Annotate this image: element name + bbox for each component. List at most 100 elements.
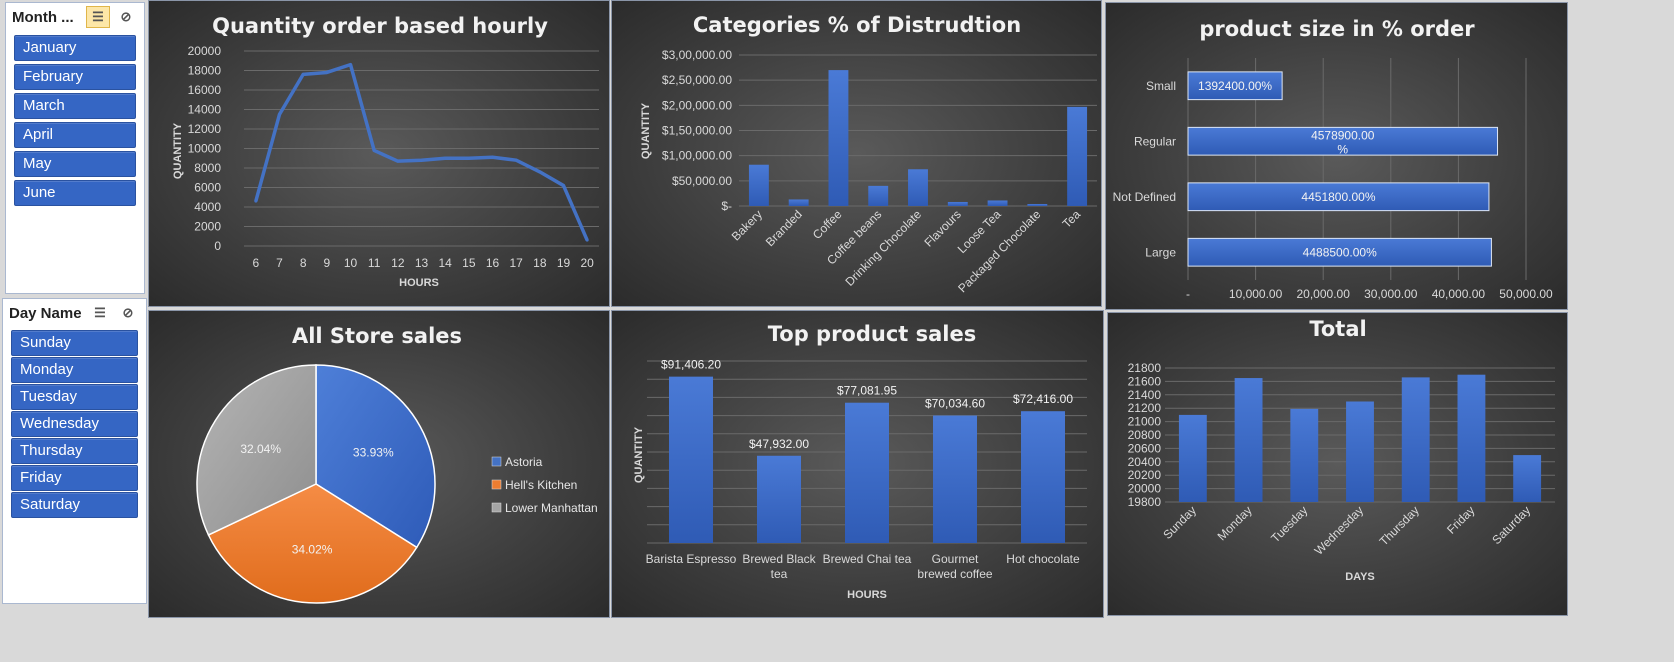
categories-bar-chart: Categories % of Distrudtion $- $50,000.00 $… [640,13,1097,295]
data-point [491,155,494,159]
x-tick-label: Tea [1060,207,1084,231]
y-tick-label: 20600 [1128,441,1162,455]
data-label: $77,081.95 [837,384,897,398]
legend-swatch [491,479,502,490]
multi-select-icon[interactable]: ☰ [94,305,106,320]
y-tick-label: $- [721,199,732,213]
y-tick-label: 8000 [194,161,221,175]
size-chart-panel[interactable]: product size in % order - 10,000.00 20,000.… [1105,2,1568,310]
slicer-item-friday[interactable]: Friday [11,465,138,491]
slicer-item-wednesday[interactable]: Wednesday [11,411,138,437]
legend-label: Astoria [505,455,543,469]
x-tick-label: 12 [391,256,405,270]
x-tick-label: Coffee [810,207,845,242]
x-tick-label: 50,000.00 [1499,287,1553,301]
slicer-item-february[interactable]: February [14,64,136,90]
product-bar [757,455,801,543]
x-tick-label: 9 [323,256,330,270]
pie-slice [207,483,418,604]
data-label: 32.04% [240,442,281,456]
data-point [301,72,305,76]
slicer-item-sunday[interactable]: Sunday [11,330,138,356]
data-point [443,156,447,160]
slicer-item-june[interactable]: June [14,180,136,206]
x-tick-label: Barista Espresso [646,552,737,566]
slicer-item-monday[interactable]: Monday [11,357,138,383]
x-tick-label: Tuesday [1268,503,1310,545]
hourly-chart-panel[interactable]: Quantity order based hourly 0 2000 4000 6000… [148,0,610,307]
clear-filter-icon[interactable]: ⊘ [120,9,132,24]
categories-chart-panel[interactable]: Categories % of Distrudtion $- $50,000.00 $… [611,0,1102,307]
x-tick-label: Monday [1215,503,1255,543]
clear-filter-icon[interactable]: ⊘ [122,305,134,320]
x-tick-label: Wednesday [1312,503,1367,558]
y-tick-label: 0 [214,239,221,253]
legend-label: Hell's Kitchen [505,478,577,492]
data-label: 4488500.00% [1303,245,1377,259]
category-bar [828,70,849,206]
stores-pie-chart: All Store sales 33.93% 34.02% 32.04% Astoria… [196,324,598,604]
slicer-item-may[interactable]: May [14,151,136,177]
slicer-item-january[interactable]: January [14,35,136,61]
x-tick-label: 17 [509,256,523,270]
x-tick-label: 13 [415,256,429,270]
chart-title: Top product sales [768,322,977,346]
top-products-bar-chart: Top product sales $91,406.20 Barista Espre… [633,322,1087,601]
data-label: % [1337,142,1348,156]
pie-slice [315,364,436,549]
day-bar [1290,408,1319,502]
multi-select-icon[interactable]: ☰ [86,6,110,28]
x-axis-label: HOURS [847,589,887,601]
data-point [585,238,589,242]
x-tick-label: Brewed Chai tea [823,552,912,566]
chart-title: product size in % order [1199,17,1475,41]
slicer-item-march[interactable]: March [14,93,136,119]
y-axis-label: QUANTITY [172,122,184,179]
data-point [467,156,471,160]
y-tick-label: 21400 [1128,388,1162,402]
pie-slice [196,364,317,536]
data-point [325,70,329,74]
y-tick-label: 20800 [1128,428,1162,442]
x-tick-label: Sunday [1160,503,1199,542]
slicer-item-thursday[interactable]: Thursday [11,438,138,464]
y-axis-label: QUANTITY [633,426,645,483]
slicer-item-tuesday[interactable]: Tuesday [11,384,138,410]
x-tick-label: 40,000.00 [1432,287,1486,301]
slicer-item-april[interactable]: April [14,122,136,148]
y-tick-label: 4000 [194,200,221,214]
y-tick-label: 14000 [188,103,222,117]
x-tick-label: 16 [486,256,500,270]
x-tick-label: Drinking Chocolate [843,207,925,289]
x-tick-label: 30,000.00 [1364,287,1418,301]
size-bar [1187,237,1492,267]
product-bar [669,376,713,543]
total-chart-panel[interactable]: Total 19800 20000 20200 20400 20600 20800 21000… [1107,312,1568,616]
day-bar [1234,378,1263,502]
data-point [372,148,376,152]
y-axis-label: QUANTITY [640,102,652,159]
data-label: 4578900.00 [1311,128,1375,142]
product-bar [933,415,977,543]
y-tick-label: Not Defined [1113,190,1176,204]
stores-chart-panel[interactable]: All Store sales 33.93% 34.02% 32.04% Astoria… [148,310,610,618]
x-tick-label: Thursday [1377,503,1422,548]
data-label: $72,416.00 [1013,392,1073,406]
slicer-item-saturday[interactable]: Saturday [11,492,138,518]
x-tick-label: 10 [344,256,358,270]
top-chart-panel[interactable]: Top product sales $91,406.20 Barista Espre… [611,310,1104,618]
data-label: $47,932.00 [749,437,809,451]
x-tick-label: 15 [462,256,476,270]
chart-title: Categories % of Distrudtion [693,13,1021,37]
y-tick-label: 21200 [1128,401,1162,415]
category-bar [987,200,1008,206]
category-bar [1067,106,1088,206]
product-bar [845,402,889,543]
month-slicer-header: Month ... ☰ ⊘ [6,3,144,31]
size-bar [1187,182,1490,212]
x-tick-label: 8 [300,256,307,270]
x-tick-label: 19 [557,256,571,270]
x-tick-label: 20,000.00 [1297,287,1351,301]
series-line [254,62,589,241]
data-label: 4451800.00% [1301,190,1375,204]
